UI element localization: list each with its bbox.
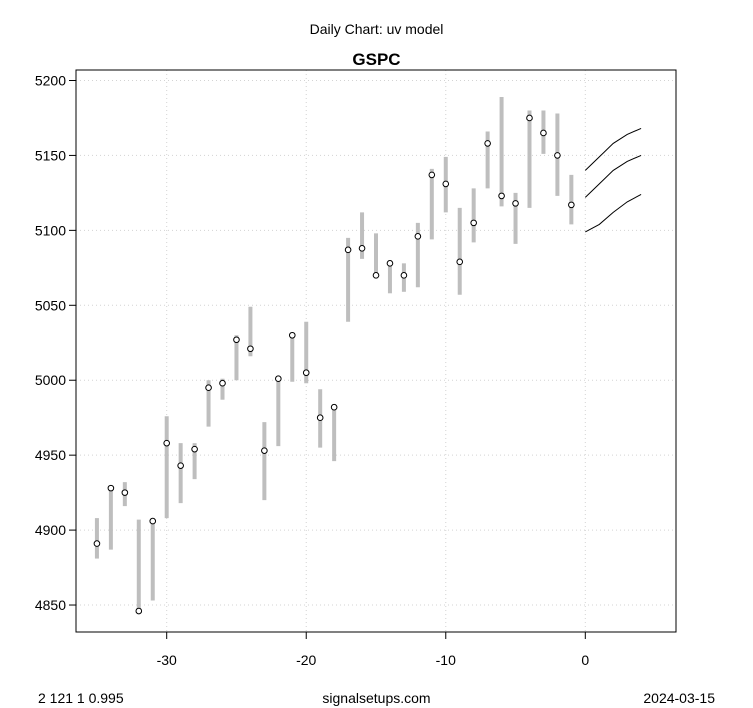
footer-model-params: 2 121 1 0.995: [38, 690, 124, 706]
y-tick-label: 4850: [35, 597, 66, 613]
close-point: [456, 258, 464, 266]
forecast-lines: [584, 127, 642, 233]
chart-title: GSPC: [352, 50, 401, 69]
close-point: [135, 607, 143, 615]
y-tick-label: 4950: [35, 447, 66, 463]
close-point: [512, 200, 519, 207]
close-point: [400, 272, 408, 279]
close-point: [316, 414, 324, 421]
x-tick-label: -30: [157, 652, 177, 668]
close-point: [442, 180, 450, 188]
plot-frame: [75, 69, 677, 633]
close-point: [191, 445, 198, 453]
close-point: [288, 331, 296, 339]
forecast-line-upper: [584, 127, 642, 171]
close-point: [554, 152, 561, 159]
close-point: [568, 201, 575, 209]
close-point: [498, 192, 505, 200]
footer-site: signalsetups.com: [322, 690, 431, 706]
close-point: [247, 345, 254, 353]
close-point: [219, 379, 226, 387]
close-point: [107, 484, 115, 492]
forecast-line-lower: [585, 193, 642, 233]
close-point: [386, 260, 394, 267]
close-point: [540, 129, 547, 137]
close-point: [163, 439, 170, 447]
close-point: [358, 245, 366, 252]
close-points: [93, 114, 575, 615]
y-tick-label: 5100: [35, 222, 66, 238]
close-point: [372, 272, 380, 279]
axes: -30 -20 -10 0 4850 4900 4950 5000 5050 5100 5150 52…: [35, 72, 590, 668]
close-point: [302, 369, 310, 377]
grid-lines: [76, 70, 676, 632]
close-point: [428, 171, 436, 179]
range-bars: [94, 96, 574, 613]
close-point: [275, 375, 282, 383]
y-tick-label: 4900: [35, 522, 66, 538]
close-point: [344, 246, 352, 254]
x-tick-label: 0: [581, 652, 589, 668]
close-point: [414, 233, 422, 240]
y-tick-label: 5150: [35, 147, 66, 163]
close-point: [233, 336, 240, 344]
x-tick-label: -10: [436, 652, 456, 668]
close-point: [330, 403, 338, 411]
y-tick-label: 5200: [35, 72, 66, 88]
chart-subtitle: Daily Chart: uv model: [309, 21, 444, 37]
close-point: [470, 219, 477, 227]
close-point: [484, 140, 491, 147]
close-point: [261, 447, 268, 454]
close-point: [526, 114, 533, 122]
close-point: [149, 517, 157, 525]
close-point: [121, 489, 129, 496]
close-point: [205, 384, 212, 392]
forecast-line-middle: [584, 154, 642, 198]
x-tick-label: -20: [296, 652, 316, 668]
close-point: [177, 462, 184, 469]
footer-date: 2024-03-15: [643, 690, 715, 706]
y-tick-label: 5050: [35, 297, 66, 313]
close-point: [93, 540, 101, 547]
y-tick-label: 5000: [35, 372, 66, 388]
